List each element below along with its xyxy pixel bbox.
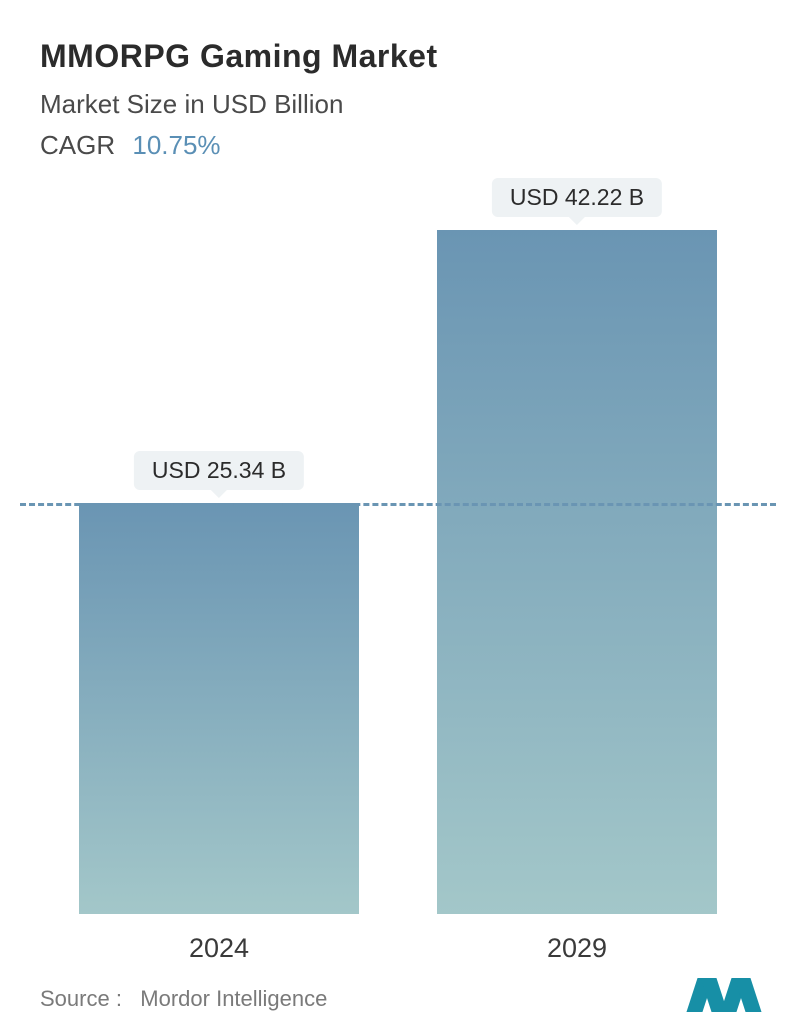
bar-slot-2024: USD 25.34 B: [79, 230, 359, 914]
source-label: Source :: [40, 986, 122, 1011]
source-name: Mordor Intelligence: [140, 986, 327, 1011]
chart-subtitle: Market Size in USD Billion: [40, 89, 756, 120]
cagr-label: CAGR: [40, 130, 115, 160]
cagr-row: CAGR 10.75%: [40, 130, 756, 161]
bar-2029: USD 42.22 B: [437, 230, 717, 914]
bar-slot-2029: USD 42.22 B: [437, 230, 717, 914]
x-axis-labels: 2024 2029: [40, 933, 756, 964]
reference-line: [20, 503, 776, 506]
value-badge-2024: USD 25.34 B: [134, 451, 304, 490]
chart-title: MMORPG Gaming Market: [40, 38, 756, 75]
x-label-2029: 2029: [437, 933, 717, 964]
bars-group: USD 25.34 B USD 42.22 B: [40, 230, 756, 914]
source-text: Source : Mordor Intelligence: [40, 986, 327, 1012]
chart-footer: Source : Mordor Intelligence: [40, 978, 756, 1012]
chart-container: MMORPG Gaming Market Market Size in USD …: [0, 0, 796, 1034]
value-badge-2029: USD 42.22 B: [492, 178, 662, 217]
brand-logo-icon: [692, 978, 756, 1012]
chart-area: USD 25.34 B USD 42.22 B: [40, 230, 756, 914]
x-label-2024: 2024: [79, 933, 359, 964]
cagr-value: 10.75%: [132, 130, 220, 160]
bar-2024: USD 25.34 B: [79, 503, 359, 914]
